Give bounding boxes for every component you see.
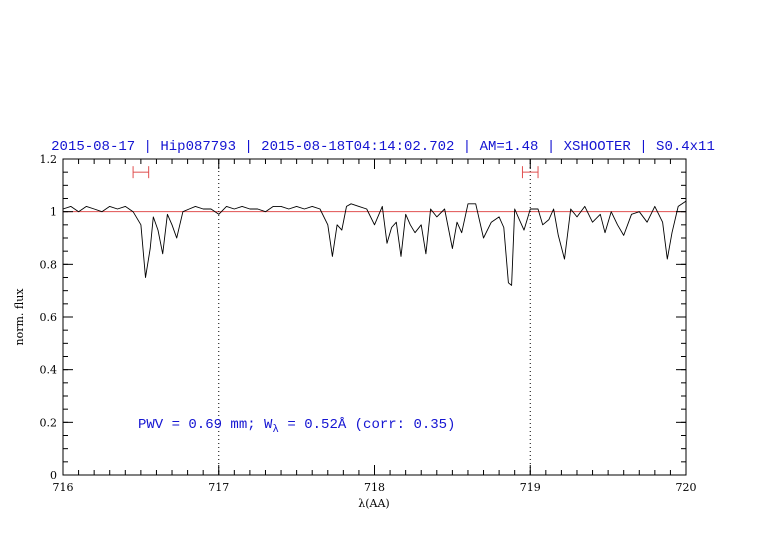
x-tick-label: 716 [53,481,74,494]
x-tick-label: 717 [208,481,229,494]
y-tick-label: 0.4 [40,364,58,377]
y-tick-label: 1.2 [40,153,58,166]
y-tick-label: 0.2 [40,416,58,429]
x-tick-label: 719 [520,481,541,494]
y-tick-label: 0.8 [40,258,58,271]
x-tick-label: 720 [676,481,697,494]
y-tick-label: 0 [50,469,57,482]
fit-range-marker [521,166,539,179]
fit-range-marker [132,166,150,179]
x-tick-label: 718 [364,481,385,494]
y-axis-label: norm. flux [13,288,26,346]
spectrum-line [62,200,687,286]
x-axis-label: λ(AA) [358,497,389,510]
y-tick-label: 0.6 [40,311,58,324]
y-tick-label: 1 [50,206,57,219]
chart-title: 2015-08-17 | Hip087793 | 2015-08-18T04:1… [51,139,715,155]
pwv-annotation: PWV = 0.69 mm; Wλ = 0.52Å (corr: 0.35) [138,416,455,436]
